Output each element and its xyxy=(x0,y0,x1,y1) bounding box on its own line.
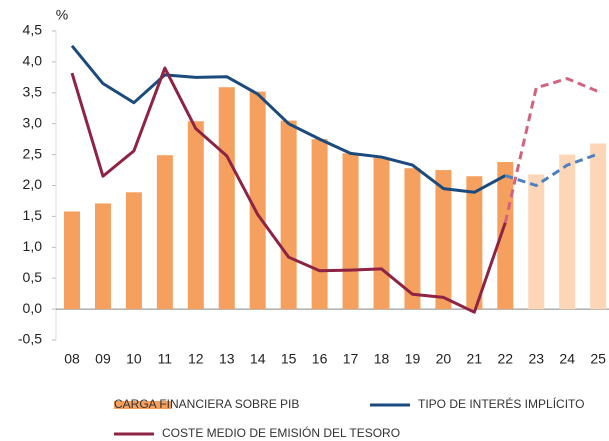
x-tick-label: 19 xyxy=(405,351,421,367)
x-tick-label: 20 xyxy=(436,351,452,367)
bar xyxy=(125,192,142,310)
bar xyxy=(187,121,204,310)
x-tick-label: 10 xyxy=(126,351,142,367)
bar xyxy=(156,155,173,310)
bar xyxy=(249,91,266,310)
bar xyxy=(590,143,607,310)
x-tick-label: 24 xyxy=(559,351,575,367)
legend-label: COSTE MEDIO DE EMISIÓN DEL TESORO xyxy=(162,425,400,440)
y-tick-label: 1,0 xyxy=(23,238,43,254)
y-tick-label: 3,0 xyxy=(23,114,43,130)
x-tick-label: 13 xyxy=(219,351,235,367)
x-tick-label: 21 xyxy=(467,351,483,367)
x-tick-label: 23 xyxy=(528,351,544,367)
line xyxy=(70,44,507,194)
y-tick-label: 0,5 xyxy=(23,269,43,285)
y-tick-label: 1,5 xyxy=(23,207,43,223)
legend-label: TIPO DE INTERÉS IMPLÍCITO xyxy=(418,396,584,411)
x-tick-label: 11 xyxy=(158,351,173,367)
legend-swatch xyxy=(114,401,172,409)
line xyxy=(504,152,599,187)
y-unit: % xyxy=(56,7,68,23)
x-tick-label: 18 xyxy=(374,351,390,367)
y-tick-label: 4,0 xyxy=(23,53,43,69)
x-tick-label: 08 xyxy=(64,351,80,367)
x-tick-label: 14 xyxy=(250,351,266,367)
bar xyxy=(311,139,328,310)
x-tick-label: 12 xyxy=(188,351,204,367)
bar xyxy=(218,87,235,310)
bar xyxy=(404,168,421,310)
y-tick-label: -0,5 xyxy=(18,331,42,347)
y-tick-label: 4,5 xyxy=(23,22,43,38)
x-tick-label: 22 xyxy=(498,351,514,367)
y-tick-label: 3,5 xyxy=(23,84,43,100)
bar xyxy=(342,153,359,310)
y-tick-label: 2,5 xyxy=(23,145,43,161)
bar xyxy=(528,174,545,310)
x-tick-label: 16 xyxy=(312,351,328,367)
bar xyxy=(559,154,576,310)
bar xyxy=(497,162,514,310)
legend-label: CARGA FINANCIERA SOBRE PIB xyxy=(114,397,299,411)
x-tick-label: 25 xyxy=(590,351,606,367)
y-tick-label: 2,0 xyxy=(23,176,43,192)
y-tick-label: 0,0 xyxy=(23,300,43,316)
bar xyxy=(466,176,483,310)
x-tick-label: 09 xyxy=(95,351,111,367)
bar xyxy=(94,203,111,310)
x-tick-label: 15 xyxy=(281,351,297,367)
bar xyxy=(435,170,452,310)
bar xyxy=(64,211,80,310)
line xyxy=(70,66,507,314)
bar xyxy=(373,157,390,310)
line xyxy=(503,77,599,223)
bar xyxy=(280,120,297,310)
x-tick-label: 17 xyxy=(343,351,359,367)
